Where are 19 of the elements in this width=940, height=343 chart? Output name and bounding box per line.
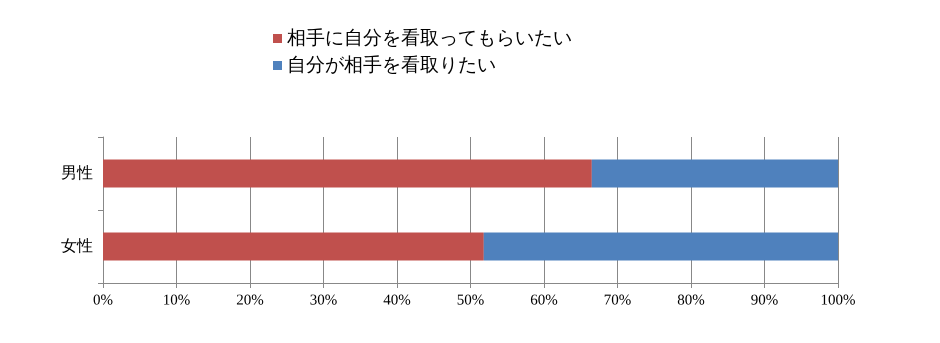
- x-tick-label: 30%: [310, 292, 338, 308]
- bar: [592, 160, 838, 188]
- x-tick-label: 80%: [677, 292, 705, 308]
- x-tick-label: 90%: [750, 292, 778, 308]
- x-tick-label: 70%: [604, 292, 632, 308]
- y-tick-label: 男性: [61, 165, 93, 182]
- legend-label: 自分が相手を看取りたい: [287, 55, 496, 76]
- legend-label: 相手に自分を看取ってもらいたい: [287, 28, 572, 49]
- x-tick-label: 0%: [93, 292, 113, 308]
- bar: [484, 232, 838, 260]
- x-tick-label: 100%: [820, 292, 856, 308]
- x-tick-label: 60%: [530, 292, 558, 308]
- y-tick-label: 女性: [61, 238, 93, 255]
- x-tick-label: 50%: [456, 292, 484, 308]
- bar: [103, 160, 592, 188]
- x-tick-label: 40%: [383, 292, 411, 308]
- bar: [103, 232, 484, 260]
- x-tick-label: 20%: [236, 292, 264, 308]
- x-tick-label: 10%: [162, 292, 190, 308]
